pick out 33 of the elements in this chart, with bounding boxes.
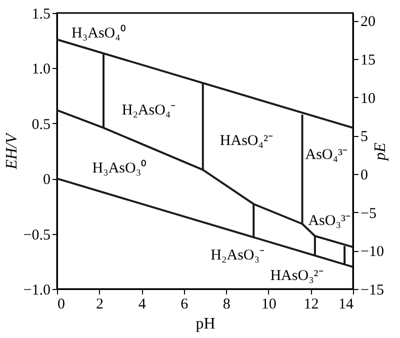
x-tick-label: 10 — [261, 296, 276, 312]
y2-tick-label: 10 — [360, 90, 376, 107]
y2-tick-label: −10 — [360, 244, 384, 260]
y-tick-label: −0.5 — [23, 227, 50, 244]
annotation: AsO₃³⁻ — [308, 213, 350, 229]
x-tick-label: 4 — [138, 296, 146, 312]
x-tick-label: 6 — [180, 296, 189, 312]
y2-tick-label: −5 — [360, 206, 376, 222]
annotation: HAsO₃²⁻ — [270, 268, 324, 284]
x-axis-title: pH — [196, 316, 216, 332]
x-tick-label: 8 — [222, 296, 230, 312]
y-tick-label: 0.5 — [32, 116, 50, 133]
x-tick-label: 2 — [96, 296, 104, 312]
y2-tick-label: 15 — [360, 52, 376, 68]
y2-tick-label: 20 — [360, 14, 376, 30]
y2-axis-title: pE — [372, 142, 389, 162]
y-tick-label: −1.0 — [23, 282, 50, 298]
annotation: H₃AsO₄⁰ — [72, 24, 126, 42]
y-axis-title: EH/V — [3, 132, 20, 170]
x-tick-label: 14 — [338, 296, 354, 312]
y-tick-label: 1.0 — [32, 62, 50, 78]
annotation: H₂AsO₄⁻ — [122, 102, 176, 119]
annotation: H₃AsO₃⁰ — [92, 160, 146, 177]
x-tick-label: 0 — [58, 296, 65, 312]
annotation: H₂AsO₃⁻ — [210, 248, 264, 264]
y2-tick-label: 5 — [360, 129, 368, 146]
annotation: AsO₄³⁻ — [305, 146, 348, 163]
y2-tick-label: 0 — [360, 168, 368, 184]
y-tick-label: 0 — [43, 172, 50, 188]
y-tick-label: 1.5 — [32, 6, 50, 22]
annotation: HAsO₄²⁻ — [220, 132, 273, 149]
y2-tick-label: −15 — [360, 282, 384, 298]
x-tick-label: 12 — [304, 296, 319, 312]
